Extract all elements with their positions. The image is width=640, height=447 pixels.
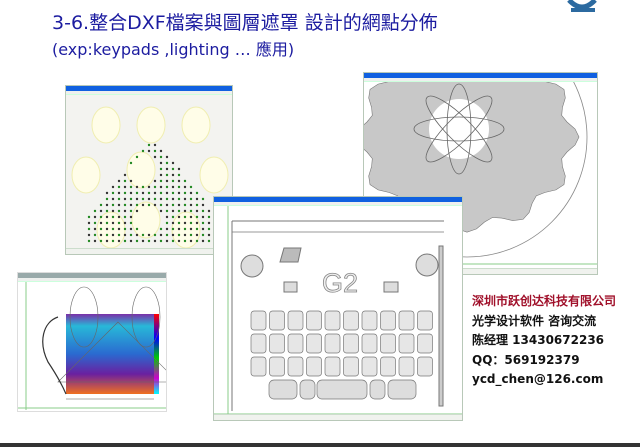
status-bar bbox=[66, 248, 232, 254]
title-bar bbox=[18, 273, 166, 278]
title-bar bbox=[214, 197, 462, 202]
contact-info: 深圳市跃创达科技有限公司 光学设计软件 咨询交流 陈经理 13430672236… bbox=[472, 292, 616, 390]
title-bar bbox=[364, 73, 597, 78]
keypad-g2-logo: G2 bbox=[322, 268, 358, 298]
lighting-simulation-window bbox=[17, 272, 167, 412]
menu-bar bbox=[66, 91, 232, 95]
dot-distribution-window bbox=[65, 85, 233, 255]
keypad-window: G2 bbox=[213, 196, 463, 421]
email-address: ycd_chen@126.com bbox=[472, 372, 604, 386]
menu-bar bbox=[18, 278, 166, 282]
status-bar bbox=[214, 414, 462, 420]
title-bar bbox=[66, 86, 232, 91]
slide-title: 3-6.整合DXF檔案與圖層遮罩 設計的網點分佈 bbox=[52, 12, 438, 34]
flower-pattern-canvas bbox=[364, 82, 597, 265]
dot-pattern-canvas bbox=[66, 95, 232, 250]
status-bar bbox=[364, 268, 597, 274]
flower-pattern-window bbox=[363, 72, 598, 275]
heatmap-canvas bbox=[18, 282, 166, 410]
company-name: 深圳市跃创达科技有限公司 bbox=[472, 294, 617, 308]
manager-phone: 陈经理 13430672236 bbox=[472, 333, 605, 347]
menu-bar bbox=[214, 202, 462, 206]
keypad-canvas: G2 bbox=[214, 206, 462, 416]
bottom-bar bbox=[0, 443, 640, 447]
g2-logo-icon bbox=[567, 0, 597, 12]
slide-subtitle: (exp:keypads ,lighting … 應用) bbox=[52, 40, 295, 59]
service-text: 光学设计软件 咨询交流 bbox=[472, 313, 597, 328]
qq-number: QQ：569192379 bbox=[472, 352, 580, 367]
